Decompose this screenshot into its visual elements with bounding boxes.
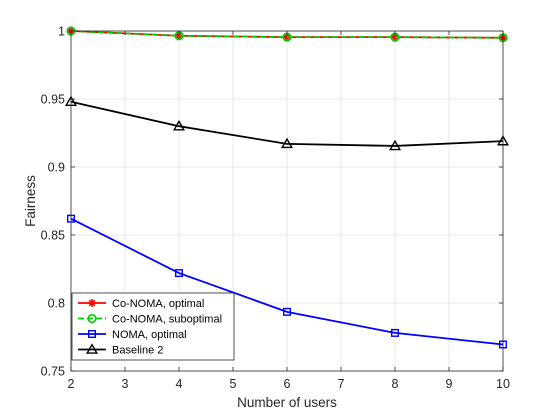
y-axis-label: Fairness <box>23 175 38 227</box>
x-tick-label: 6 <box>284 377 291 391</box>
legend-label: Co-NOMA, suboptimal <box>112 314 222 326</box>
series-line <box>70 100 504 147</box>
data-point <box>174 269 183 278</box>
y-tick-label: 0.95 <box>41 93 65 107</box>
y-tick-label: 0.85 <box>41 229 65 243</box>
legend-marker <box>85 343 99 354</box>
data-point <box>283 307 292 316</box>
legend-item: Co-NOMA, suboptimal <box>78 314 222 326</box>
data-point <box>280 137 294 149</box>
x-axis-label: Number of users <box>237 395 337 410</box>
axis-ticks: 2 3 4 5 6 7 8 9 10 0.75 0.8 0.85 0.9 0.95 1 <box>41 25 510 392</box>
x-tick-label: 3 <box>122 377 129 391</box>
legend-marker <box>88 299 96 307</box>
series-line <box>70 217 504 346</box>
legend-label: Baseline 2 <box>112 345 163 357</box>
legend-marker <box>87 313 97 324</box>
x-tick-label: 10 <box>496 377 510 391</box>
series-baseline-2 <box>64 95 510 151</box>
legend-marker <box>87 330 96 339</box>
data-point <box>172 119 186 131</box>
x-tick-label: 9 <box>446 377 453 391</box>
legend-item: NOMA, optimal <box>78 329 187 341</box>
legend: Co-NOMA, optimal Co-NOMA, suboptimal NOMA,… <box>71 292 235 361</box>
legend-label: NOMA, optimal <box>112 329 187 341</box>
series-layer <box>64 26 510 349</box>
x-tick-label: 4 <box>176 377 183 391</box>
legend-label: Co-NOMA, optimal <box>112 298 204 310</box>
y-tick-label: 1 <box>58 25 65 39</box>
x-tick-label: 8 <box>392 377 399 391</box>
y-tick-label: 0.75 <box>41 365 65 379</box>
x-tick-label: 7 <box>338 377 345 391</box>
data-point <box>391 328 400 337</box>
y-tick-label: 0.9 <box>48 161 65 175</box>
x-tick-label: 2 <box>68 377 75 391</box>
data-point <box>388 139 402 151</box>
y-tick-label: 0.8 <box>48 297 65 311</box>
legend-item: Baseline 2 <box>78 343 163 357</box>
legend-item: Co-NOMA, optimal <box>78 298 204 310</box>
series-line <box>70 30 504 39</box>
x-tick-label: 5 <box>230 377 237 391</box>
